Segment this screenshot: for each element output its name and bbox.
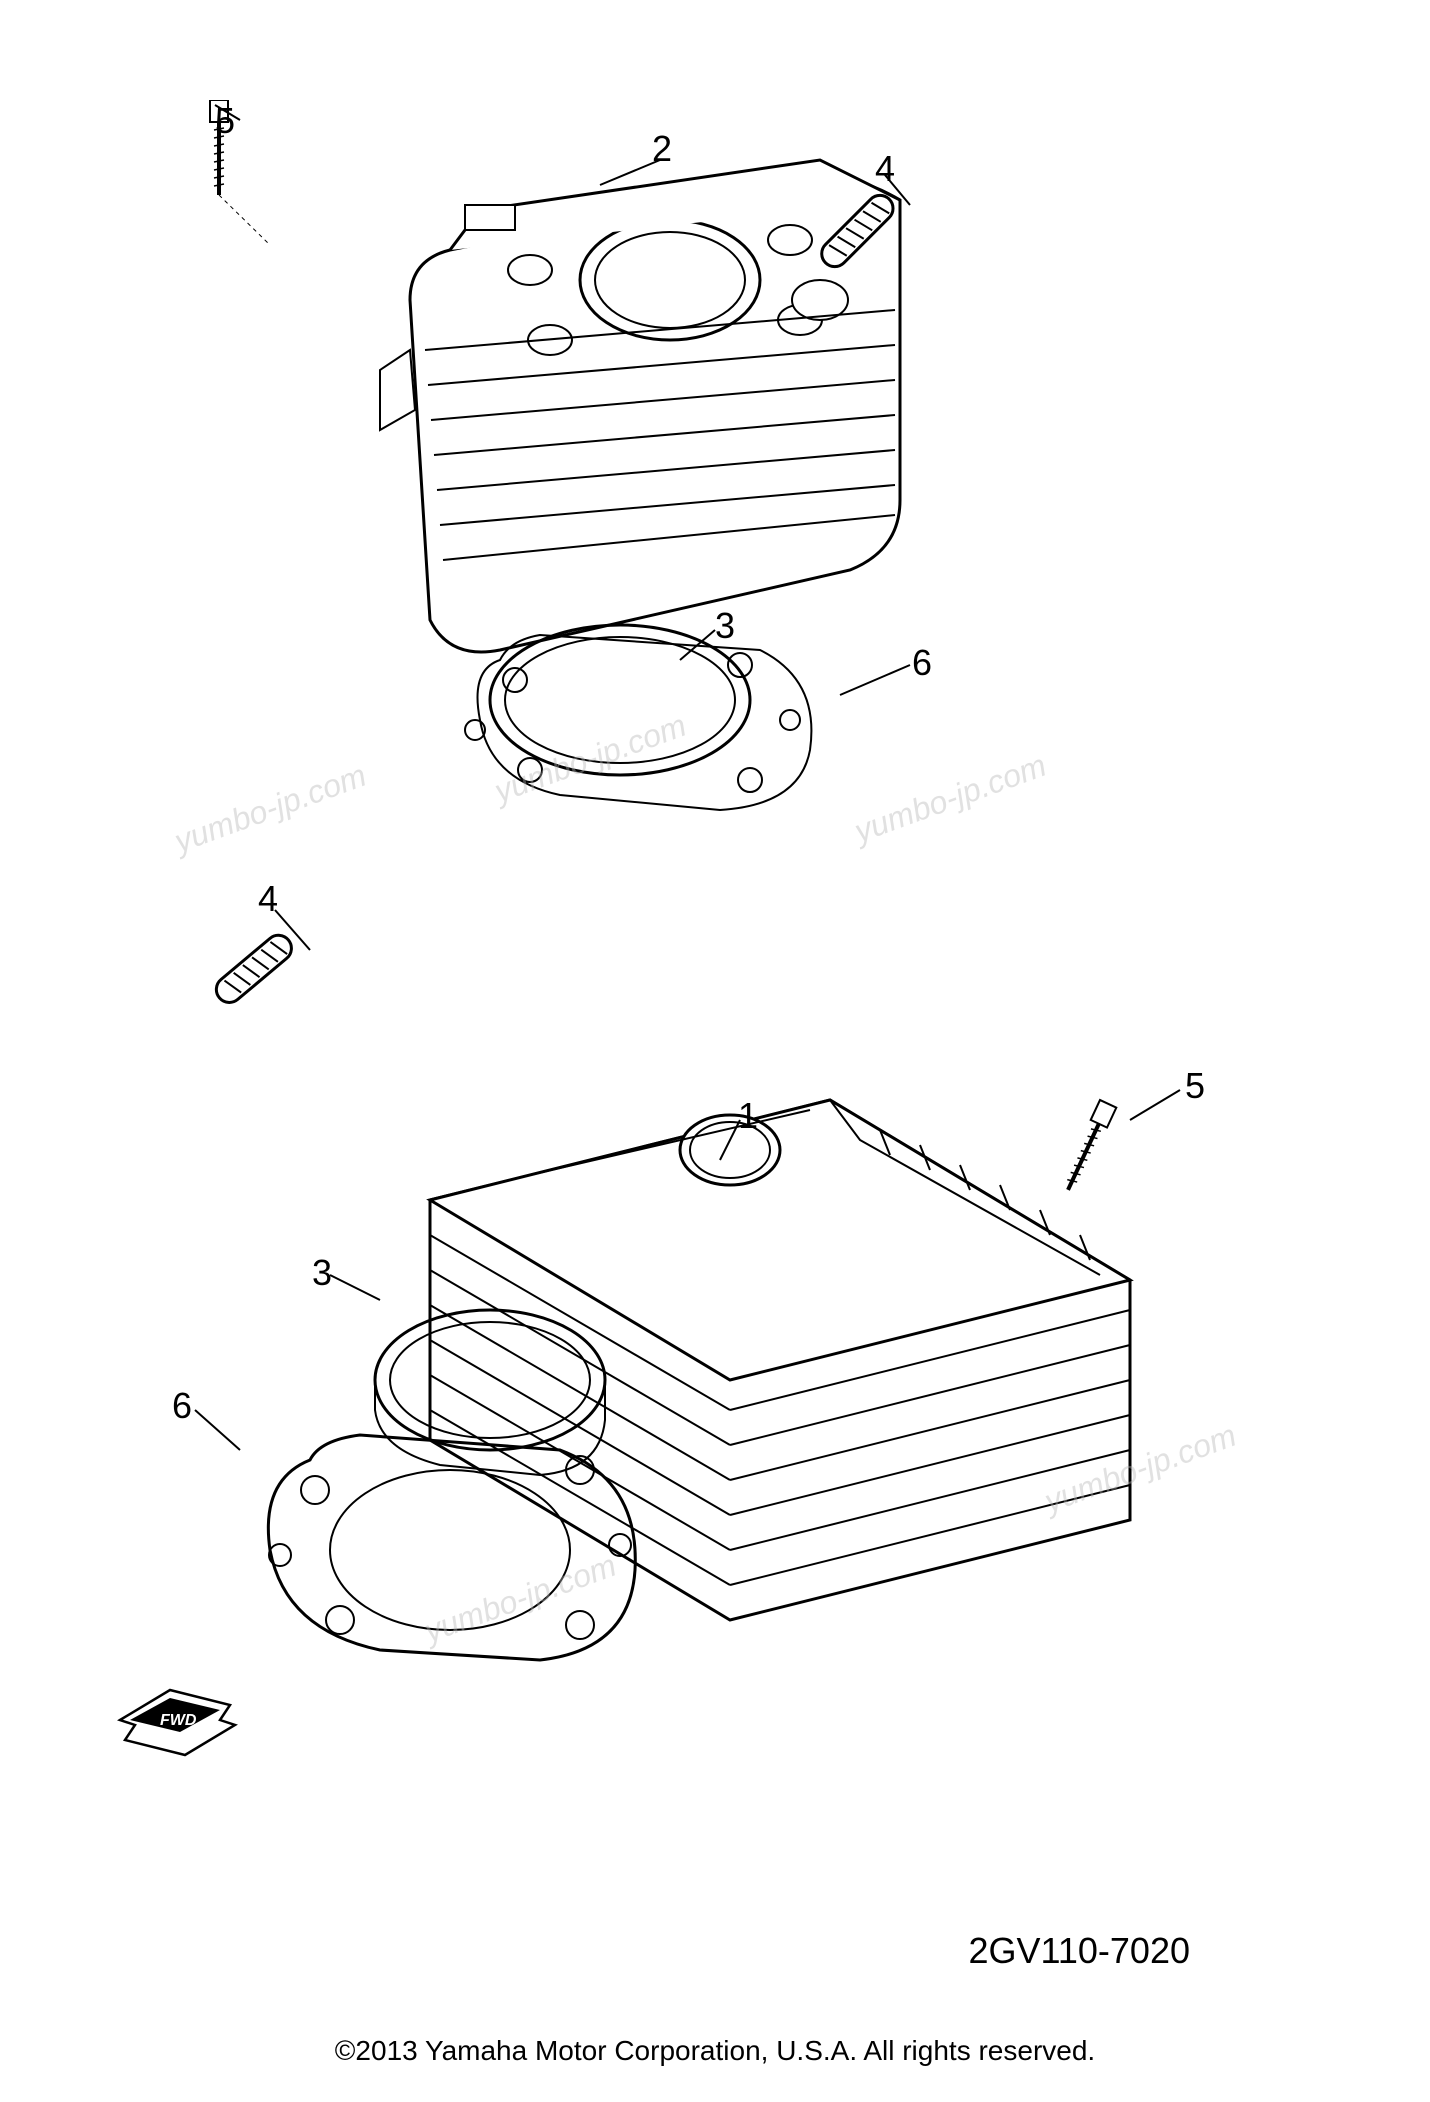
dowel-pin-bottom [211, 930, 297, 1008]
copyright-text: ©2013 Yamaha Motor Corporation, U.S.A. A… [0, 2035, 1430, 2067]
cylinder-rear [380, 160, 900, 652]
ref-number-4: 4 [875, 148, 895, 190]
part-code: 2GV110-7020 [968, 1930, 1190, 1972]
ref-number-5-bottom: 5 [1185, 1065, 1205, 1107]
ref-number-6-bottom: 6 [172, 1385, 192, 1427]
bolt-bottom [1060, 1100, 1116, 1194]
ref-number-1: 1 [738, 1095, 758, 1137]
diagram-container: FWD 5 2 4 3 6 4 1 5 3 6 yumbo-jp.com yum… [0, 0, 1430, 2102]
ref-number-3-bottom: 3 [312, 1252, 332, 1294]
ref-number-6: 6 [912, 642, 932, 684]
ref-number-3: 3 [715, 605, 735, 647]
fwd-arrow: FWD [120, 1690, 235, 1755]
svg-text:FWD: FWD [160, 1712, 197, 1729]
ref-number-5: 5 [215, 100, 235, 142]
o-ring-gasket-top [465, 625, 811, 810]
ref-number-2: 2 [652, 128, 672, 170]
cylinder-technical-drawing: FWD [100, 100, 1330, 1850]
cylinder-front [430, 1100, 1130, 1620]
ref-number-4-bottom: 4 [258, 878, 278, 920]
